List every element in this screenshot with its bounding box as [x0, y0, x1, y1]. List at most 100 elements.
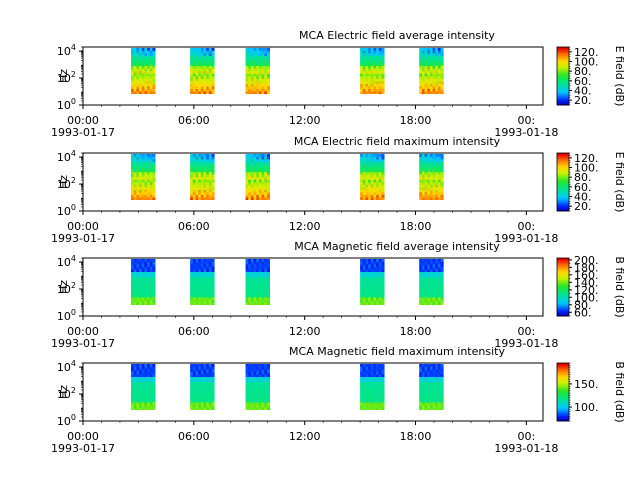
spectrogram-cell [208, 302, 212, 306]
y-tick-label: 102 [57, 386, 76, 401]
spectrogram-cell [245, 276, 249, 280]
colorbar-label: E field (dB) [613, 152, 626, 213]
spectrogram-cell [192, 60, 196, 64]
spectrogram-cell [365, 171, 369, 175]
spectrogram-cell [198, 271, 202, 275]
spectrogram-cell [133, 88, 137, 92]
spectrogram-cell [258, 184, 262, 188]
spectrogram-cell [378, 379, 382, 383]
spectrogram-cell [421, 294, 425, 298]
spectrogram-cell [435, 70, 439, 74]
spectrogram-cell [429, 289, 433, 293]
spectrogram-cell [141, 55, 145, 59]
spectrogram-cell [261, 156, 265, 160]
spectrogram-cell [440, 50, 444, 54]
spectrogram-cell [200, 407, 204, 411]
spectrogram-cell [419, 376, 423, 380]
spectrogram-cell [376, 371, 380, 375]
spectrogram-cell [424, 381, 428, 385]
spectrogram-cell [203, 50, 207, 54]
colorbar-segment [557, 298, 569, 301]
spectrogram-cell [136, 50, 140, 54]
spectrogram-cell [365, 50, 369, 54]
spectrogram-cell [195, 274, 199, 278]
spectrogram-cell [419, 47, 423, 51]
spectrogram-cell [200, 88, 204, 92]
colorbar-segment [557, 383, 569, 386]
colorbar-segment [557, 282, 569, 285]
spectrogram-cell [258, 50, 262, 54]
spectrogram-cell [211, 189, 215, 193]
spectrogram-cell [200, 299, 204, 303]
spectrogram-cell [427, 68, 431, 72]
spectrogram-cell [200, 376, 204, 380]
spectrogram-cell [258, 366, 262, 370]
spectrogram-cell [437, 86, 441, 89]
spectrogram-cell [256, 266, 260, 270]
spectrogram-cell [362, 281, 366, 285]
spectrogram-cell [373, 176, 377, 180]
spectrogram-cell [256, 284, 260, 288]
spectrogram-cell [362, 366, 366, 370]
spectrogram-cell [429, 366, 433, 370]
spectrogram-cell [266, 379, 270, 383]
spectrogram-cell [152, 181, 156, 185]
spectrogram-cell [245, 73, 249, 77]
spectrogram-cell [419, 169, 423, 173]
spectrogram-cell [141, 286, 145, 290]
spectrogram-cell [365, 274, 369, 278]
spectrogram-cell [133, 194, 137, 198]
spectrogram-cell [192, 302, 196, 306]
spectrogram-cell [432, 192, 436, 195]
spectrogram-cell [192, 269, 196, 273]
y-tick-base: 10 [57, 256, 71, 269]
spectrogram-cell [208, 371, 212, 375]
spectrogram-cell [256, 404, 260, 408]
spectrogram-cell [264, 407, 268, 411]
spectrogram-cell [368, 159, 372, 162]
spectrogram-cell [136, 75, 140, 79]
spectrogram-cell [192, 391, 196, 395]
spectrogram-cell [427, 269, 431, 273]
spectrogram-cell [381, 181, 385, 185]
spectrogram-cell [429, 281, 433, 285]
spectrogram-cell [360, 73, 364, 77]
spectrogram-cell [208, 68, 212, 72]
spectrogram-cell [427, 281, 431, 285]
spectrogram-cell [203, 197, 207, 201]
spectrogram-cell [365, 63, 369, 67]
spectrogram-cell [362, 53, 366, 56]
spectrogram-cell [144, 184, 148, 188]
spectrogram-cell [365, 258, 369, 262]
spectrogram-cell [195, 269, 199, 273]
spectrogram-cell [435, 281, 439, 285]
spectrogram-cell [432, 55, 436, 59]
spectrogram-cell [195, 184, 199, 188]
spectrogram-cell [253, 391, 257, 395]
spectrogram-cell [360, 58, 364, 62]
spectrogram-cell [198, 171, 202, 175]
colorbar-segment [557, 310, 569, 313]
spectrogram-cell [144, 399, 148, 403]
spectrogram-cell [435, 284, 439, 288]
spectrogram-cell [373, 83, 377, 87]
spectrogram-cell [266, 386, 270, 390]
spectrogram-cell [133, 171, 137, 175]
spectrogram-cell [133, 73, 137, 77]
x-date-label: 1993-01-17 [51, 232, 115, 245]
spectrogram-cell [373, 169, 377, 173]
x-date-label: 1993-01-18 [494, 337, 558, 350]
spectrogram-cell [211, 389, 215, 393]
colorbar-segment [557, 308, 569, 311]
spectrogram-cell [245, 58, 249, 62]
spectrogram-cell [147, 294, 151, 298]
spectrogram-cell [362, 386, 366, 390]
spectrogram-cell [152, 80, 156, 84]
spectrogram-cell [245, 399, 249, 403]
spectrogram-cell [152, 169, 156, 173]
spectrogram-cell [206, 379, 210, 383]
spectrogram-cell [245, 161, 249, 165]
spectrogram-cell [381, 78, 385, 82]
spectrogram-cell [376, 399, 380, 403]
spectrogram-cell [131, 65, 135, 69]
